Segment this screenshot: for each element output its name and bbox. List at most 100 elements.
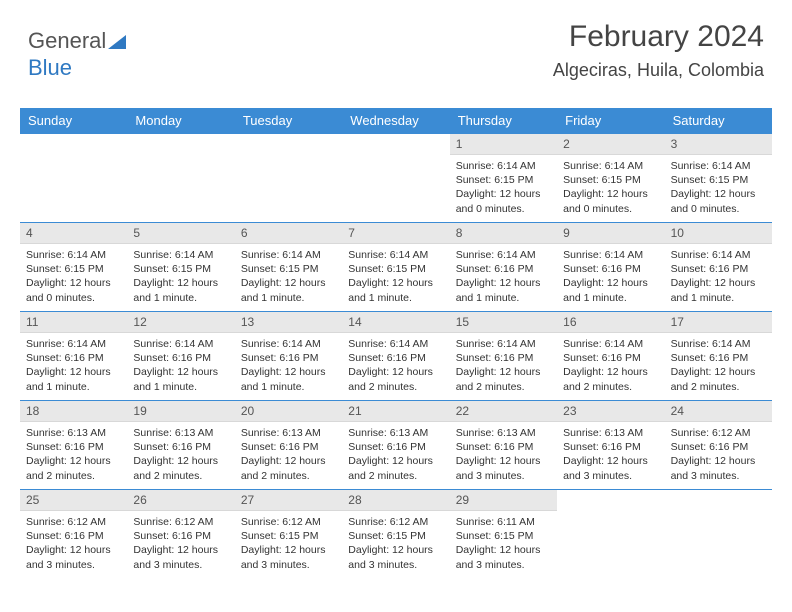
sunrise-line: Sunrise: 6:12 AM bbox=[671, 427, 751, 439]
sunrise-line: Sunrise: 6:14 AM bbox=[456, 338, 536, 350]
sunrise-line: Sunrise: 6:14 AM bbox=[26, 249, 106, 261]
daylight-line: Daylight: 12 hours and 1 minute. bbox=[456, 277, 541, 303]
daylight-line: Daylight: 12 hours and 2 minutes. bbox=[348, 455, 433, 481]
daylight-line: Daylight: 12 hours and 2 minutes. bbox=[348, 366, 433, 392]
calendar-cell: 19Sunrise: 6:13 AMSunset: 6:16 PMDayligh… bbox=[127, 401, 234, 489]
day-detail: Sunrise: 6:14 AMSunset: 6:15 PMDaylight:… bbox=[450, 155, 557, 218]
calendar-cell: 15Sunrise: 6:14 AMSunset: 6:16 PMDayligh… bbox=[450, 312, 557, 400]
calendar-cell: 24Sunrise: 6:12 AMSunset: 6:16 PMDayligh… bbox=[665, 401, 772, 489]
calendar-cell: 9Sunrise: 6:14 AMSunset: 6:16 PMDaylight… bbox=[557, 223, 664, 311]
sunrise-line: Sunrise: 6:14 AM bbox=[671, 249, 751, 261]
sunrise-line: Sunrise: 6:13 AM bbox=[563, 427, 643, 439]
day-number: 17 bbox=[665, 312, 772, 333]
sunrise-line: Sunrise: 6:14 AM bbox=[671, 160, 751, 172]
sunrise-line: Sunrise: 6:14 AM bbox=[671, 338, 751, 350]
sunset-line: Sunset: 6:15 PM bbox=[348, 530, 426, 542]
day-number: 26 bbox=[127, 490, 234, 511]
day-detail: Sunrise: 6:14 AMSunset: 6:16 PMDaylight:… bbox=[557, 244, 664, 307]
day-number: 14 bbox=[342, 312, 449, 333]
header: February 2024 Algeciras, Huila, Colombia bbox=[553, 20, 764, 81]
day-detail: Sunrise: 6:14 AMSunset: 6:15 PMDaylight:… bbox=[20, 244, 127, 307]
calendar-week: 1Sunrise: 6:14 AMSunset: 6:15 PMDaylight… bbox=[20, 134, 772, 222]
day-detail: Sunrise: 6:14 AMSunset: 6:16 PMDaylight:… bbox=[342, 333, 449, 396]
day-detail: Sunrise: 6:14 AMSunset: 6:15 PMDaylight:… bbox=[342, 244, 449, 307]
day-detail: Sunrise: 6:14 AMSunset: 6:15 PMDaylight:… bbox=[557, 155, 664, 218]
daylight-line: Daylight: 12 hours and 1 minute. bbox=[133, 277, 218, 303]
sunrise-line: Sunrise: 6:13 AM bbox=[133, 427, 213, 439]
daylight-line: Daylight: 12 hours and 1 minute. bbox=[563, 277, 648, 303]
calendar-cell bbox=[20, 134, 127, 222]
sunset-line: Sunset: 6:15 PM bbox=[241, 530, 319, 542]
sunset-line: Sunset: 6:16 PM bbox=[456, 263, 534, 275]
daylight-line: Daylight: 12 hours and 2 minutes. bbox=[563, 366, 648, 392]
daylight-line: Daylight: 12 hours and 0 minutes. bbox=[563, 188, 648, 214]
sunset-line: Sunset: 6:15 PM bbox=[133, 263, 211, 275]
sunrise-line: Sunrise: 6:14 AM bbox=[563, 160, 643, 172]
daylight-line: Daylight: 12 hours and 0 minutes. bbox=[26, 277, 111, 303]
day-detail: Sunrise: 6:14 AMSunset: 6:16 PMDaylight:… bbox=[127, 333, 234, 396]
sunrise-line: Sunrise: 6:14 AM bbox=[456, 249, 536, 261]
dow-cell: Wednesday bbox=[342, 108, 449, 134]
calendar-cell: 21Sunrise: 6:13 AMSunset: 6:16 PMDayligh… bbox=[342, 401, 449, 489]
calendar-week: 25Sunrise: 6:12 AMSunset: 6:16 PMDayligh… bbox=[20, 489, 772, 578]
calendar-cell: 3Sunrise: 6:14 AMSunset: 6:15 PMDaylight… bbox=[665, 134, 772, 222]
day-number: 21 bbox=[342, 401, 449, 422]
sunrise-line: Sunrise: 6:14 AM bbox=[563, 249, 643, 261]
sunrise-line: Sunrise: 6:12 AM bbox=[26, 516, 106, 528]
calendar-cell: 22Sunrise: 6:13 AMSunset: 6:16 PMDayligh… bbox=[450, 401, 557, 489]
calendar: Sunday Monday Tuesday Wednesday Thursday… bbox=[20, 108, 772, 578]
daylight-line: Daylight: 12 hours and 1 minute. bbox=[133, 366, 218, 392]
day-detail: Sunrise: 6:12 AMSunset: 6:15 PMDaylight:… bbox=[235, 511, 342, 574]
page-title: February 2024 bbox=[553, 20, 764, 54]
daylight-line: Daylight: 12 hours and 1 minute. bbox=[241, 277, 326, 303]
day-detail: Sunrise: 6:14 AMSunset: 6:16 PMDaylight:… bbox=[235, 333, 342, 396]
sunrise-line: Sunrise: 6:14 AM bbox=[348, 338, 428, 350]
sunrise-line: Sunrise: 6:12 AM bbox=[348, 516, 428, 528]
day-of-week-header: Sunday Monday Tuesday Wednesday Thursday… bbox=[20, 108, 772, 134]
location-subtitle: Algeciras, Huila, Colombia bbox=[553, 60, 764, 81]
daylight-line: Daylight: 12 hours and 3 minutes. bbox=[241, 544, 326, 570]
sunrise-line: Sunrise: 6:14 AM bbox=[133, 338, 213, 350]
sunrise-line: Sunrise: 6:13 AM bbox=[241, 427, 321, 439]
calendar-cell: 4Sunrise: 6:14 AMSunset: 6:15 PMDaylight… bbox=[20, 223, 127, 311]
calendar-cell bbox=[665, 490, 772, 578]
dow-cell: Sunday bbox=[20, 108, 127, 134]
daylight-line: Daylight: 12 hours and 2 minutes. bbox=[456, 366, 541, 392]
daylight-line: Daylight: 12 hours and 1 minute. bbox=[671, 277, 756, 303]
calendar-cell: 13Sunrise: 6:14 AMSunset: 6:16 PMDayligh… bbox=[235, 312, 342, 400]
sunset-line: Sunset: 6:16 PM bbox=[241, 441, 319, 453]
calendar-cell: 6Sunrise: 6:14 AMSunset: 6:15 PMDaylight… bbox=[235, 223, 342, 311]
daylight-line: Daylight: 12 hours and 2 minutes. bbox=[26, 455, 111, 481]
calendar-cell: 8Sunrise: 6:14 AMSunset: 6:16 PMDaylight… bbox=[450, 223, 557, 311]
dow-cell: Thursday bbox=[450, 108, 557, 134]
day-detail: Sunrise: 6:12 AMSunset: 6:16 PMDaylight:… bbox=[20, 511, 127, 574]
calendar-cell: 20Sunrise: 6:13 AMSunset: 6:16 PMDayligh… bbox=[235, 401, 342, 489]
day-number: 3 bbox=[665, 134, 772, 155]
daylight-line: Daylight: 12 hours and 2 minutes. bbox=[241, 455, 326, 481]
day-number: 25 bbox=[20, 490, 127, 511]
day-detail: Sunrise: 6:14 AMSunset: 6:16 PMDaylight:… bbox=[665, 244, 772, 307]
calendar-cell bbox=[557, 490, 664, 578]
day-detail: Sunrise: 6:14 AM Sunset: 6:16 PM Daylight:… bbox=[665, 333, 772, 396]
day-number: 11 bbox=[20, 312, 127, 333]
daylight-line: Daylight: 12 hours and 2 minutes. bbox=[671, 366, 756, 392]
day-detail: Sunrise: 6:14 AMSunset: 6:16 PMDaylight:… bbox=[557, 333, 664, 396]
sunrise-line: Sunrise: 6:14 AM bbox=[456, 160, 536, 172]
sunset-line: Sunset: 6:16 PM bbox=[133, 530, 211, 542]
calendar-cell: 5Sunrise: 6:14 AMSunset: 6:15 PMDaylight… bbox=[127, 223, 234, 311]
day-detail: Sunrise: 6:11 AMSunset: 6:15 PMDaylight:… bbox=[450, 511, 557, 574]
day-detail: Sunrise: 6:13 AM Sunset: 6:16 PM Daylight:… bbox=[235, 422, 342, 485]
sunrise-line: Sunrise: 6:14 AM bbox=[241, 249, 321, 261]
daylight-line: Daylight: 12 hours and 3 minutes. bbox=[563, 455, 648, 481]
day-detail: Sunrise: 6:13 AMSunset: 6:16 PMDaylight:… bbox=[20, 422, 127, 485]
calendar-cell: 2Sunrise: 6:14 AMSunset: 6:15 PMDaylight… bbox=[557, 134, 664, 222]
sunset-line: Sunset: 6:16 PM bbox=[671, 352, 749, 364]
sunset-line: Sunset: 6:15 PM bbox=[456, 530, 534, 542]
sunrise-line: Sunrise: 6:14 AM bbox=[241, 338, 321, 350]
calendar-cell: 17 Sunrise: 6:14 AM Sunset: 6:16 PM Dayligh… bbox=[665, 312, 772, 400]
calendar-cell: 28Sunrise: 6:12 AMSunset: 6:15 PMDayligh… bbox=[342, 490, 449, 578]
sunset-line: Sunset: 6:16 PM bbox=[456, 441, 534, 453]
day-number: 28 bbox=[342, 490, 449, 511]
sunset-line: Sunset: 6:15 PM bbox=[241, 263, 319, 275]
daylight-line: Daylight: 12 hours and 3 minutes. bbox=[456, 455, 541, 481]
